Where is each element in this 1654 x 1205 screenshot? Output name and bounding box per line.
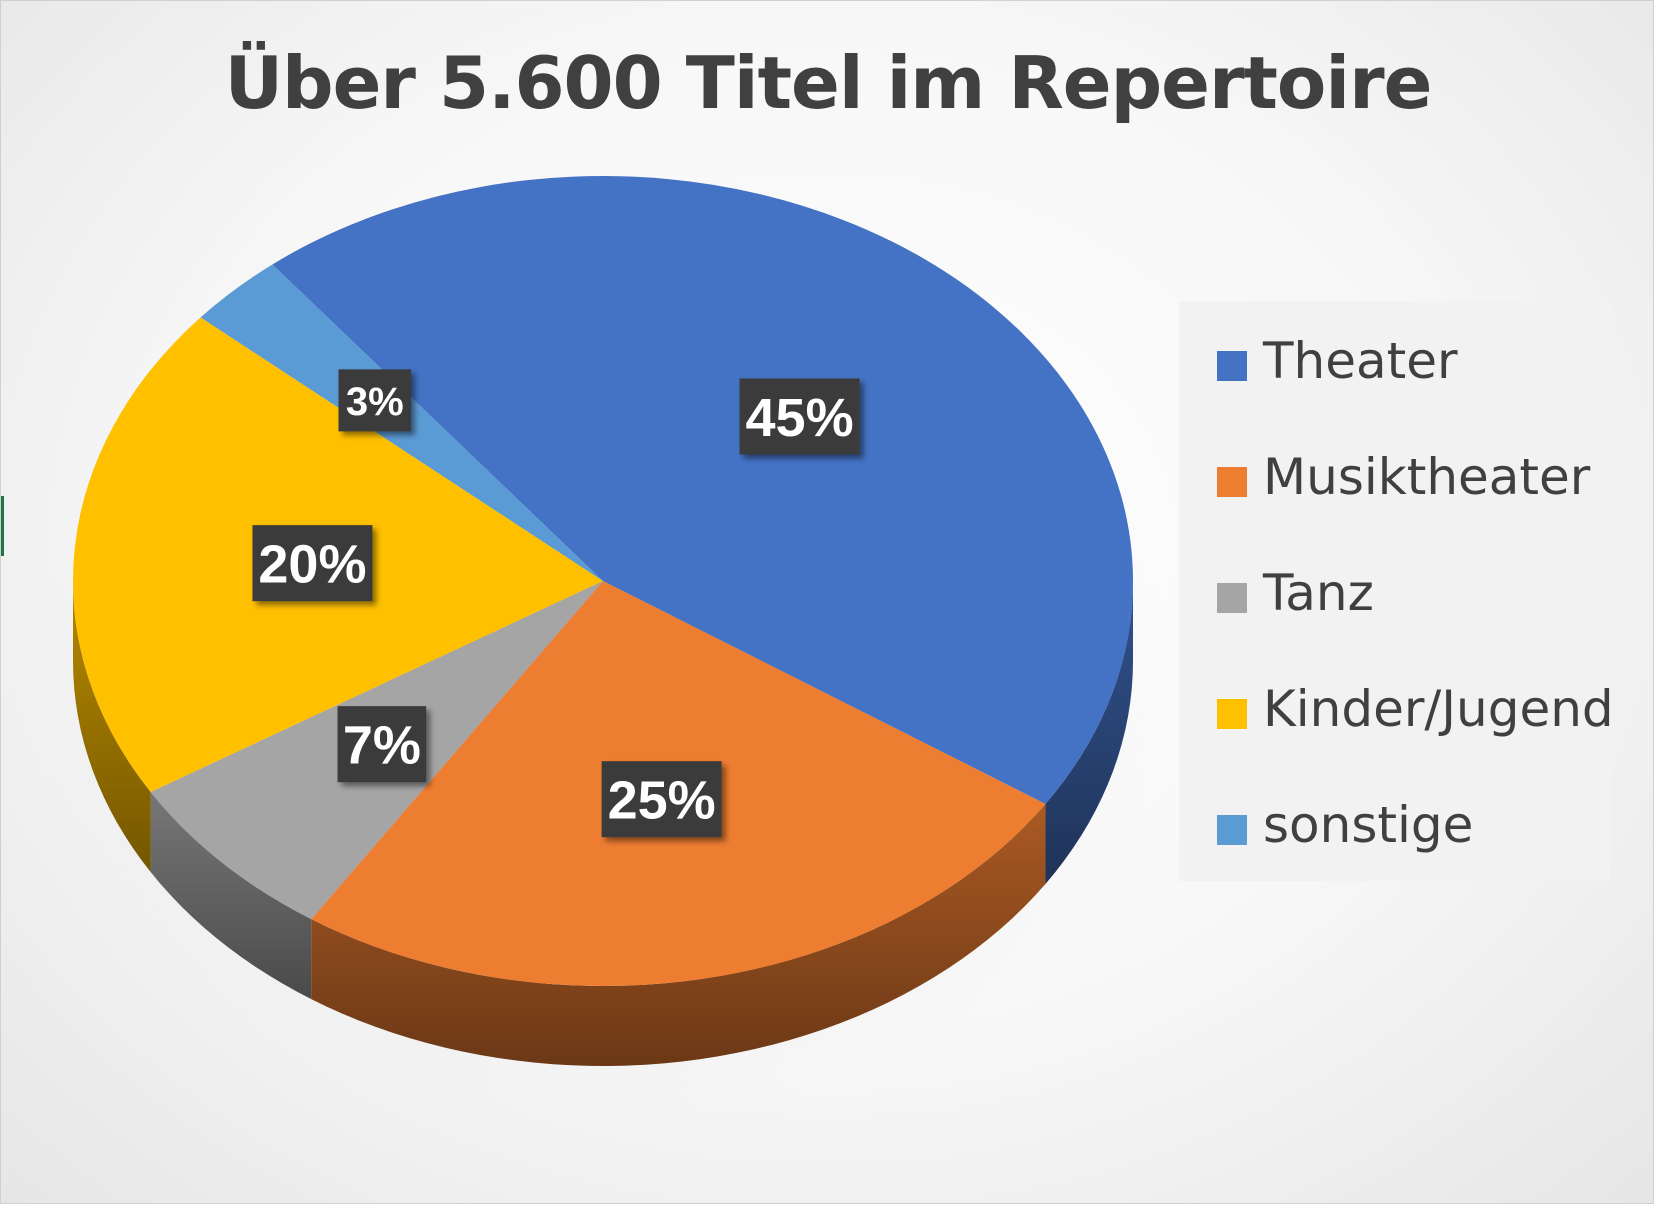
legend-swatch [1217, 583, 1247, 613]
svg-text:3%: 3% [346, 380, 404, 424]
pie-side-tanz [150, 792, 312, 1000]
legend-label: Tanz [1263, 564, 1374, 622]
data-label-kinder-jugend: 20% [252, 525, 373, 602]
legend-swatch [1217, 699, 1247, 729]
legend-swatch [1217, 467, 1247, 497]
legend: Theater Musiktheater Tanz Kinder/Jugend sons… [1179, 301, 1614, 881]
svg-text:7%: 7% [343, 716, 421, 776]
pie-side-kinder-jugend [73, 581, 151, 873]
svg-text:20%: 20% [258, 535, 366, 595]
legend-swatch [1217, 351, 1247, 381]
legend-label: Musiktheater [1263, 448, 1591, 506]
data-label-theater: 45% [739, 378, 860, 455]
legend-label: Kinder/Jugend [1263, 680, 1614, 738]
data-label-musiktheater: 25% [601, 761, 722, 838]
pie-slice-theater [272, 176, 1133, 804]
data-label-sonstige: 3% [338, 369, 411, 432]
window-edge-marker [1, 496, 4, 556]
legend-label: Theater [1263, 332, 1458, 390]
legend-label: sonstige [1263, 796, 1474, 854]
chart-title: Über 5.600 Titel im Repertoire [224, 41, 1433, 125]
svg-text:25%: 25% [608, 771, 716, 831]
svg-text:45%: 45% [746, 388, 854, 448]
pie-side-theater [1045, 581, 1133, 884]
data-label-tanz: 7% [337, 706, 427, 783]
pie-side-musiktheater [311, 803, 1046, 1066]
legend-swatch [1217, 815, 1247, 845]
